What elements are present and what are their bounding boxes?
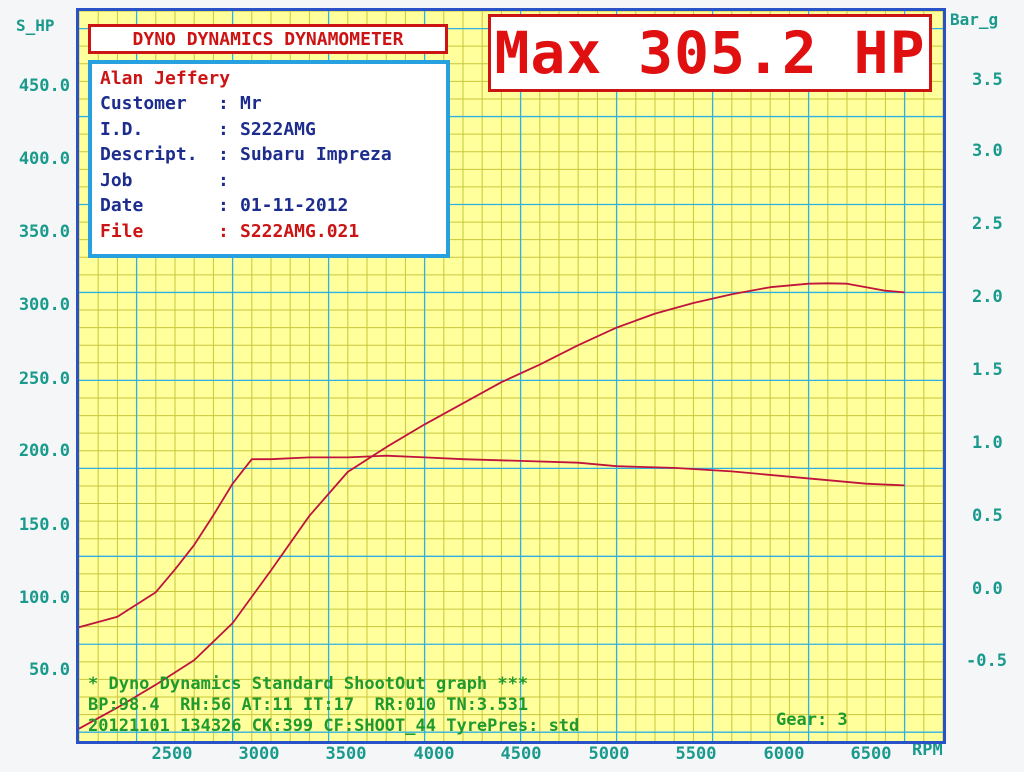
right-tick-label: -0.5: [966, 651, 1007, 671]
power-curve: [79, 282, 905, 730]
left-tick-label: 400.0: [18, 149, 70, 169]
info-label: Descript.: [100, 144, 198, 165]
info-label: File: [100, 220, 144, 242]
right-tick-label: 1.0: [972, 433, 1003, 453]
info-separator: :: [218, 169, 229, 191]
left-tick-label: 100.0: [18, 588, 70, 608]
info-row-id: I.D. : S222AMG: [100, 117, 438, 143]
info-value: 01-11-2012: [240, 195, 349, 216]
info-separator: :: [218, 93, 229, 114]
right-tick-label: 0.5: [972, 506, 1003, 526]
info-row-file: File : S222AMG.021: [100, 219, 438, 245]
info-value: S222AMG: [240, 118, 316, 140]
left-tick-label: 250.0: [18, 369, 70, 389]
info-separator: :: [218, 144, 229, 165]
bottom-tick-label: 3000: [238, 744, 280, 764]
info-row-date: Date : 01-11-2012: [100, 193, 438, 219]
bottom-tick-label: 3500: [325, 744, 367, 764]
boost-curve: [79, 454, 905, 629]
run-details: * Dyno Dynamics Standard ShootOut graph …: [88, 674, 938, 737]
right-tick-label: 1.5: [972, 360, 1003, 380]
bottom-tick-label: 5000: [588, 744, 630, 764]
footer-line-conditions: BP:98.4 RH:56 AT:11 IT:17 RR:010 TN:3.53…: [88, 695, 529, 715]
bottom-tick-label: 2500: [151, 744, 193, 764]
curves-layer: [79, 282, 905, 730]
right-tick-label: 2.5: [972, 214, 1003, 234]
info-row-customer: Customer : Mr: [100, 91, 438, 117]
right-tick-label: 3.0: [972, 141, 1003, 161]
bottom-tick-label: 6500: [850, 744, 892, 764]
left-tick-label: 450.0: [18, 76, 70, 96]
gear-label: Gear: 3: [776, 710, 848, 730]
info-panel: Alan Jeffery Customer : Mr I.D. : S222AM…: [88, 60, 450, 258]
info-row-job: Job :: [100, 168, 438, 194]
chart-title: DYNO DYNAMICS DYNAMOMETER: [132, 28, 404, 50]
info-label: Customer: [100, 93, 187, 114]
right-tick-label: 0.0: [972, 579, 1003, 599]
info-separator: :: [218, 195, 229, 216]
left-tick-label: 200.0: [18, 441, 70, 461]
bottom-tick-label: 4000: [413, 744, 455, 764]
left-tick-label: 50.0: [29, 660, 70, 680]
right-axis-title: Bar_g: [950, 10, 999, 29]
left-axis-title: S_HP: [16, 16, 55, 35]
info-label: Job: [100, 169, 133, 191]
left-tick-label: 300.0: [18, 295, 70, 315]
footer-line-run-info: 20121101 134326 CK:399 CF:SHOOT_44 TyreP…: [88, 716, 580, 736]
right-tick-label: 2.0: [972, 287, 1003, 307]
info-value: Mr: [240, 93, 262, 114]
chart-title-box: DYNO DYNAMICS DYNAMOMETER: [88, 24, 448, 54]
operator-name: Alan Jeffery: [100, 68, 231, 89]
right-tick-label: 3.5: [972, 70, 1003, 90]
bottom-tick-label: 5500: [675, 744, 717, 764]
left-tick-label: 150.0: [18, 515, 70, 535]
footer-line-graph-type: * Dyno Dynamics Standard ShootOut graph …: [88, 674, 529, 694]
info-label: Date: [100, 195, 144, 216]
info-value: S222AMG.021: [240, 220, 360, 242]
info-row-description: Descript. : Subaru Impreza: [100, 142, 438, 168]
bottom-tick-label: 6000: [763, 744, 805, 764]
info-label: I.D.: [100, 118, 144, 140]
max-power-label: Max 305.2 HP: [494, 19, 926, 87]
max-power-box: Max 305.2 HP: [488, 14, 932, 92]
bottom-axis-title: RPM: [912, 740, 943, 760]
info-separator: :: [218, 118, 229, 140]
bottom-tick-label: 4500: [500, 744, 542, 764]
info-value: Subaru Impreza: [240, 144, 392, 165]
info-separator: :: [218, 220, 229, 242]
left-tick-label: 350.0: [18, 222, 70, 242]
